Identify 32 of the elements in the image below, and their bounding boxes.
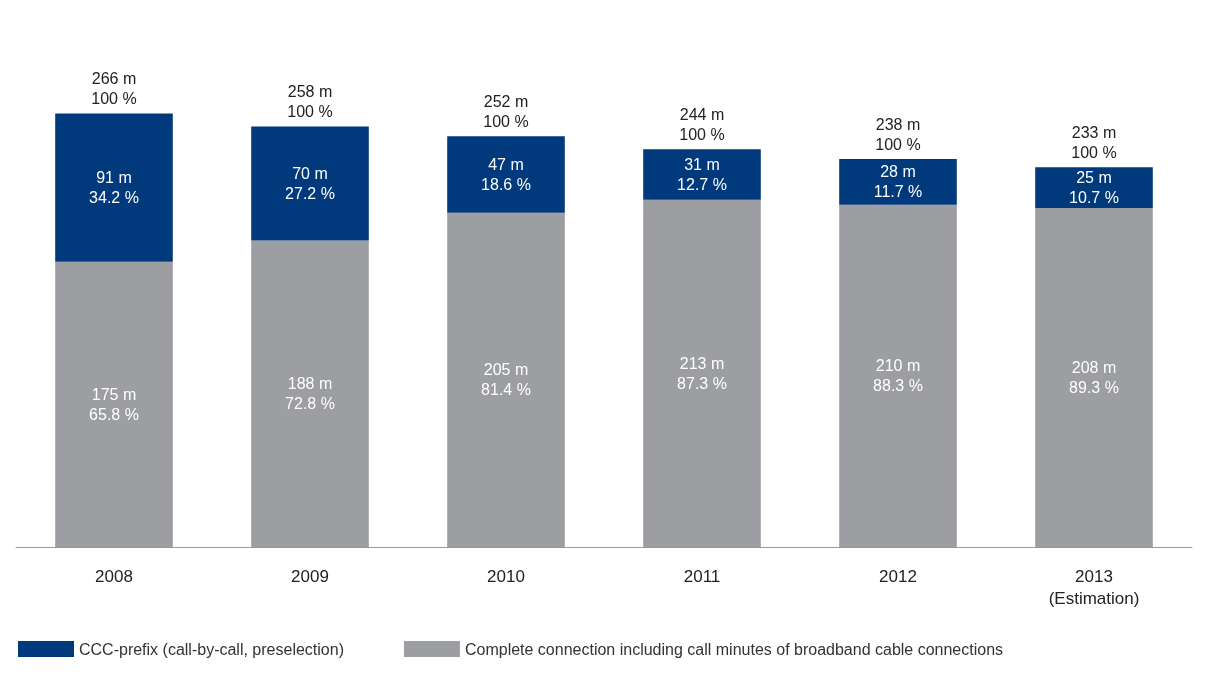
total-label: 244 m 100 % (679, 105, 725, 143)
data-label: 47 m 18.6 % (481, 156, 531, 194)
x-tick-label: 2010 (487, 566, 525, 586)
x-tick-label: 2012 (879, 566, 917, 586)
legend-label: CCC-prefix (call-by-call, preselection) (79, 640, 344, 658)
bar (839, 159, 957, 205)
data-label: 31 m 12.7 % (677, 156, 727, 194)
total-label: 266 m 100 % (91, 69, 137, 107)
data-label: 205 m 81.4 % (481, 361, 531, 399)
bar (643, 149, 761, 200)
total-label: 238 m 100 % (875, 115, 921, 153)
total-label: 258 m 100 % (287, 82, 333, 120)
x-tick-label: 2013 (Estimation) (1048, 566, 1140, 608)
data-label: 213 m 87.3 % (677, 354, 727, 392)
data-label: 210 m 88.3 % (873, 357, 923, 395)
data-label: 208 m 89.3 % (1069, 358, 1119, 396)
data-label: 25 m 10.7 % (1069, 169, 1119, 207)
bar (251, 126, 369, 241)
data-label: 28 m 11.7 % (873, 163, 923, 201)
data-label: 175 m 65.8 % (89, 385, 139, 423)
data-label: 91 m 34.2 % (89, 169, 139, 207)
data-label: 188 m 72.8 % (285, 375, 335, 413)
bar (447, 136, 565, 213)
x-tick-label: 2011 (683, 566, 721, 586)
bar (1035, 167, 1153, 208)
total-label: 252 m 100 % (483, 92, 529, 130)
x-tick-label: 2009 (291, 566, 329, 586)
total-label: 233 m 100 % (1071, 123, 1117, 161)
x-tick-label: 2008 (95, 566, 133, 586)
legend-label: Complete connection including call minutes of broadband cable connections (464, 640, 1004, 658)
bar (55, 113, 173, 262)
data-label: 70 m 27.2 % (285, 165, 335, 203)
